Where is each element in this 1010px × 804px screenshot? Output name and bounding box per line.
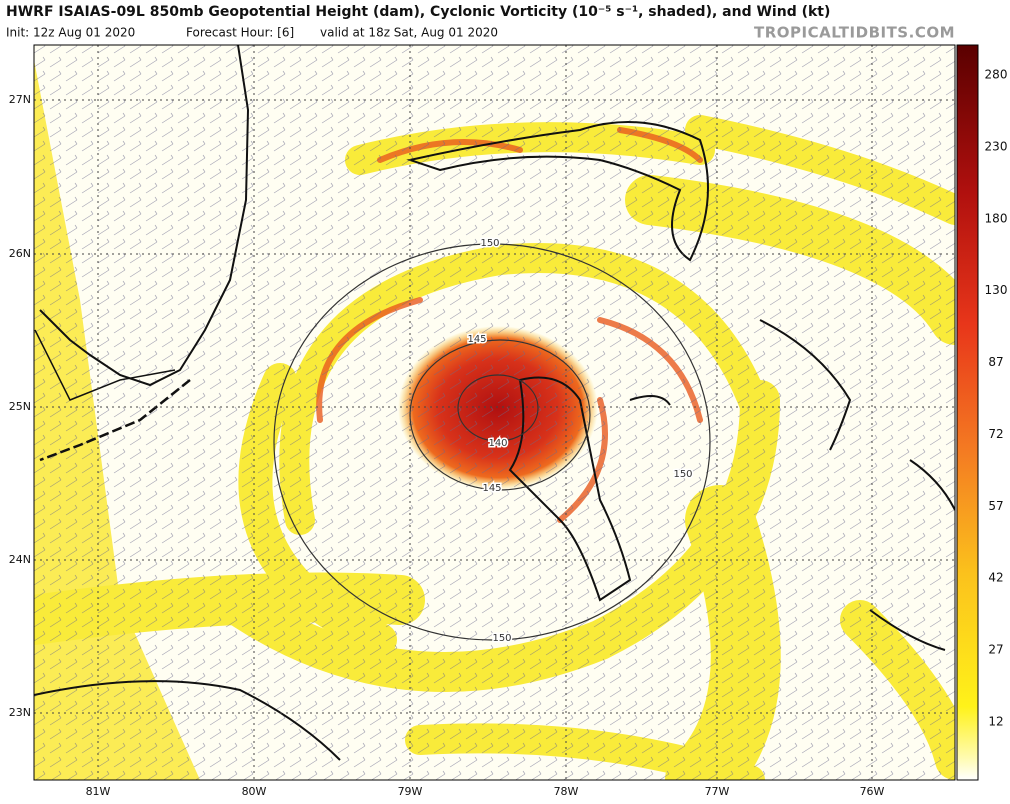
contour-label: 145 bbox=[482, 483, 501, 494]
colorbar-label: 87 bbox=[988, 355, 1003, 369]
colorbar-label: 280 bbox=[985, 68, 1008, 82]
colorbar-label: 42 bbox=[988, 571, 1003, 585]
colorbar bbox=[956, 44, 979, 781]
colorbar-label: 27 bbox=[988, 643, 1003, 657]
colorbar-label: 180 bbox=[985, 211, 1008, 225]
lon-label: 81W bbox=[86, 785, 111, 798]
lat-label: 23N bbox=[9, 706, 31, 719]
colorbar-label: 230 bbox=[985, 139, 1008, 153]
contour-label: 150 bbox=[480, 238, 499, 249]
lon-label: 79W bbox=[398, 785, 423, 798]
lon-label: 78W bbox=[554, 785, 579, 798]
title: HWRF ISAIAS-09L 850mb Geopotential Heigh… bbox=[6, 4, 830, 20]
init-time: Init: 12z Aug 01 2020 bbox=[6, 26, 135, 40]
lon-label: 77W bbox=[705, 785, 730, 798]
contour-label: 145 bbox=[467, 334, 486, 345]
contour-label: 140 bbox=[488, 438, 507, 449]
site-name: TROPICALTIDBITS.COM bbox=[754, 24, 955, 42]
map-area bbox=[34, 45, 955, 780]
latitude-labels: 27N 26N 25N 24N 23N bbox=[9, 93, 31, 719]
forecast-hour: Forecast Hour: [6] bbox=[186, 26, 294, 40]
lon-label: 80W bbox=[242, 785, 267, 798]
lat-label: 24N bbox=[9, 553, 31, 566]
colorbar-label: 57 bbox=[988, 499, 1003, 513]
colorbar-label: 12 bbox=[988, 715, 1003, 729]
lon-label: 76W bbox=[860, 785, 885, 798]
longitude-labels: 81W 80W 79W 78W 77W 76W bbox=[86, 785, 885, 798]
lat-label: 27N bbox=[9, 93, 31, 106]
lat-label: 25N bbox=[9, 400, 31, 413]
contour-labels: 150 145 140 145 150 150 bbox=[466, 237, 694, 646]
colorbar-labels: 280 230 180 130 87 72 57 42 27 12 bbox=[985, 68, 1008, 729]
lat-label: 26N bbox=[9, 247, 31, 260]
valid-time: valid at 18z Sat, Aug 01 2020 bbox=[320, 26, 498, 40]
colorbar-label: 130 bbox=[985, 283, 1008, 297]
contour-label: 150 bbox=[492, 633, 511, 644]
colorbar-label: 72 bbox=[988, 427, 1003, 441]
contour-label: 150 bbox=[673, 469, 692, 480]
